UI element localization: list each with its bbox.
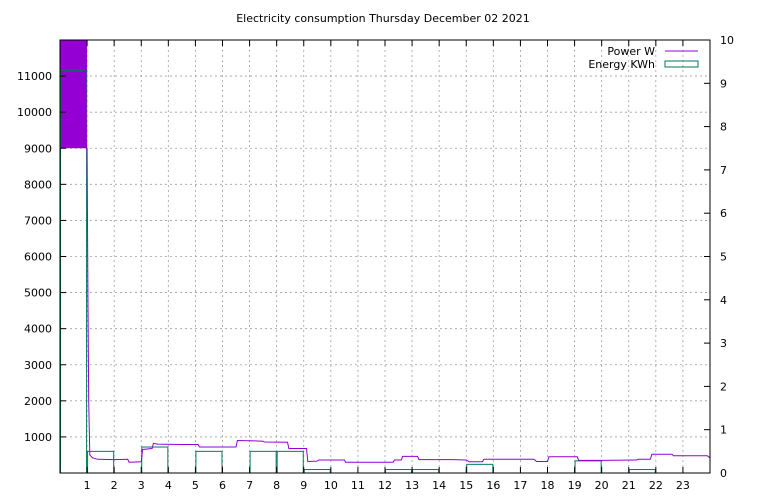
y-tick-label: 6000 xyxy=(24,251,52,264)
y-axis-right: 0 1 2 3 4 5 6 7 8 9 10 xyxy=(704,34,734,480)
x-tick-label: 22 xyxy=(649,479,663,492)
energy-bar xyxy=(574,460,602,474)
x-tick-label: 5 xyxy=(192,479,199,492)
energy-bar xyxy=(466,463,494,474)
x-tick-label: 11 xyxy=(351,479,365,492)
x-tick-label: 16 xyxy=(486,479,500,492)
y-tick-label: 11000 xyxy=(17,70,52,83)
y2-tick-label: 4 xyxy=(720,294,727,307)
power-fill-block xyxy=(60,40,88,149)
x-tick-label: 9 xyxy=(300,479,307,492)
x-tick-label: 6 xyxy=(219,479,226,492)
energy-bar xyxy=(87,450,115,474)
y-tick-label: 9000 xyxy=(24,142,52,155)
y2-tick-label: 1 xyxy=(720,424,727,437)
x-tick-label: 4 xyxy=(165,479,172,492)
y2-tick-label: 7 xyxy=(720,164,727,177)
y2-tick-label: 3 xyxy=(720,337,727,350)
legend-label-energy: Energy KWh xyxy=(588,58,655,71)
y2-tick-label: 0 xyxy=(720,467,727,480)
chart-title: Electricity consumption Thursday Decembe… xyxy=(236,12,530,25)
y-tick-label: 5000 xyxy=(24,287,52,300)
y2-tick-label: 10 xyxy=(720,34,734,47)
x-tick-label: 8 xyxy=(273,479,280,492)
x-axis: 1 2 3 4 5 6 7 8 9 10 11 12 13 14 15 16 17 18 19 20 21 22 23 xyxy=(84,40,690,492)
energy-bar xyxy=(276,450,304,474)
energy-bar xyxy=(141,446,169,474)
energy-bar xyxy=(249,450,277,474)
energy-bar xyxy=(628,469,656,474)
y-tick-label: 7000 xyxy=(24,214,52,227)
x-tick-label: 23 xyxy=(676,479,690,492)
x-tick-label: 12 xyxy=(378,479,392,492)
y2-tick-label: 9 xyxy=(720,77,727,90)
energy-bar xyxy=(412,469,440,474)
y2-tick-label: 8 xyxy=(720,121,727,134)
energy-bar xyxy=(303,469,331,474)
energy-bar xyxy=(385,469,413,474)
x-tick-label: 2 xyxy=(111,479,118,492)
y-axis-left: 1000 2000 3000 4000 5000 6000 7000 8000 9000 1000… xyxy=(17,70,66,444)
y-tick-label: 1000 xyxy=(24,431,52,444)
energy-bar xyxy=(195,450,223,474)
x-tick-label: 19 xyxy=(568,479,582,492)
y2-tick-label: 2 xyxy=(720,380,727,393)
y-tick-label: 10000 xyxy=(17,106,52,119)
x-tick-label: 3 xyxy=(138,479,145,492)
power-fill-region xyxy=(60,40,88,149)
y2-tick-label: 5 xyxy=(720,251,727,264)
y-tick-label: 8000 xyxy=(24,178,52,191)
legend-swatch-energy xyxy=(664,60,699,68)
x-tick-label: 15 xyxy=(459,479,473,492)
y2-tick-label: 6 xyxy=(720,207,727,220)
y-tick-label: 2000 xyxy=(24,395,52,408)
x-tick-label: 18 xyxy=(541,479,555,492)
power-line xyxy=(60,39,711,463)
x-tick-label: 21 xyxy=(622,479,636,492)
x-tick-label: 7 xyxy=(246,479,253,492)
grid xyxy=(60,40,710,473)
x-tick-label: 14 xyxy=(432,479,446,492)
y-tick-label: 3000 xyxy=(24,359,52,372)
y-tick-label: 4000 xyxy=(24,323,52,336)
x-tick-label: 13 xyxy=(405,479,419,492)
x-tick-label: 10 xyxy=(324,479,338,492)
power-series xyxy=(60,39,711,463)
x-tick-label: 17 xyxy=(513,479,527,492)
x-tick-label: 1 xyxy=(84,479,91,492)
legend-label-power: Power W xyxy=(607,45,655,58)
x-tick-label: 20 xyxy=(595,479,609,492)
